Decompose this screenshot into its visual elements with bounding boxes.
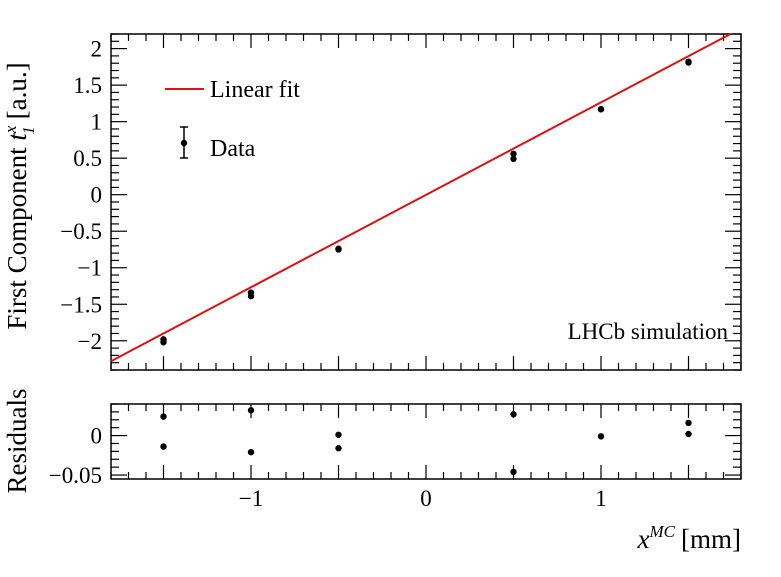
- legend-data-marker: [180, 139, 188, 147]
- x-tick-label: 0: [420, 486, 432, 511]
- x-tick-labels: −1 0 1: [239, 486, 607, 511]
- data-point: [335, 246, 342, 253]
- residuals-y-tick-label: 0: [91, 424, 103, 449]
- fit-line-group: [110, 33, 731, 363]
- data-point: [685, 59, 692, 66]
- residual-point: [247, 407, 255, 414]
- residual-point: [510, 411, 517, 418]
- main-y-tick-labels: −2 −1.5 −1 −0.5 0 0.5 1 1.5 2: [60, 37, 102, 354]
- residuals-axis-ticks: [110, 403, 742, 479]
- residual-point: [160, 413, 167, 420]
- residual-point: [685, 430, 692, 438]
- data-points-group: [160, 58, 692, 346]
- x-tick-label: 1: [595, 486, 607, 511]
- main-y-tick-label: 0: [91, 183, 103, 208]
- residual-point: [685, 419, 692, 427]
- data-point: [597, 106, 605, 113]
- main-y-tick-label: −1: [78, 256, 102, 281]
- main-y-tick-label: 1: [91, 110, 103, 135]
- main-y-tick-label: 2: [91, 37, 103, 62]
- lhcb-simulation-label: LHCb simulation: [568, 319, 729, 344]
- main-y-tick-label: 0.5: [73, 146, 102, 171]
- main-y-tick-label: 1.5: [73, 73, 102, 98]
- residuals-y-tick-labels: −0.05 0: [49, 424, 102, 488]
- legend-data-label: Data: [210, 136, 256, 162]
- residual-point: [597, 433, 605, 440]
- residuals-y-tick-label: −0.05: [49, 463, 102, 488]
- residual-point: [510, 468, 517, 476]
- main-y-tick-label: −0.5: [60, 219, 102, 244]
- main-y-tick-label: −1.5: [60, 292, 102, 317]
- data-point: [510, 155, 517, 163]
- residual-point: [335, 445, 342, 452]
- main-axis-ticks: [110, 33, 742, 371]
- residuals-y-axis-label: Residuals: [2, 389, 32, 494]
- main-y-axis-label: First Component tx1 [a.u.]: [1, 62, 38, 329]
- legend-fit-label: Linear fit: [210, 77, 300, 103]
- residual-point: [335, 431, 342, 438]
- residual-point: [160, 443, 167, 450]
- data-point: [247, 293, 255, 300]
- data-point: [510, 150, 517, 157]
- x-axis-label: xMC [mm]: [637, 522, 741, 554]
- data-point: [160, 339, 167, 346]
- residual-points-group: [160, 407, 692, 476]
- legend: Linear fit Data: [165, 77, 300, 162]
- fit-line: [110, 33, 731, 363]
- residual-point: [247, 448, 255, 456]
- x-tick-label: −1: [239, 486, 263, 511]
- main-y-tick-label: −2: [78, 329, 102, 354]
